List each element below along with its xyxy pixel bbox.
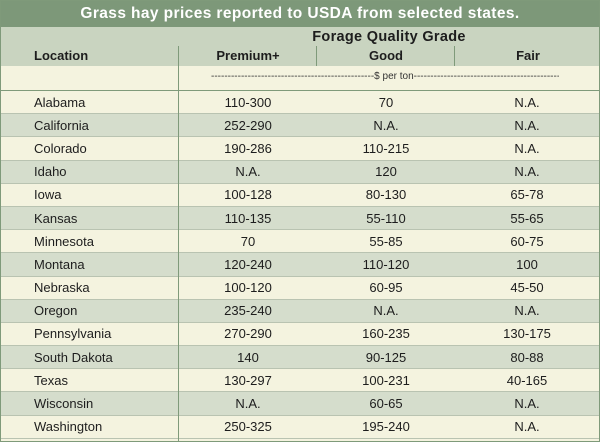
cell-fair: 100 <box>516 256 538 272</box>
cell-premium: N.A. <box>235 164 261 180</box>
cell-location: Idaho <box>34 164 67 180</box>
table-row: Idaho N.A. 120 N.A. <box>1 160 599 184</box>
table-row: Nebraska 100-120 60-95 45-50 <box>1 276 599 300</box>
table-row: Kansas 110-135 55-110 55-65 <box>1 206 599 231</box>
cell-location: Montana <box>34 256 85 272</box>
cell-good: 60-95 <box>369 280 403 296</box>
units-row: ----------------------------------------… <box>1 66 599 91</box>
column-divider <box>454 46 455 66</box>
cell-good: 110-215 <box>362 140 410 156</box>
cell-fair: N.A. <box>514 140 540 156</box>
cell-good: 120 <box>375 164 397 180</box>
cell-premium: 110-135 <box>224 210 272 226</box>
cell-location: California <box>34 117 89 133</box>
table-row: Texas 130-297 100-231 40-165 <box>1 369 599 393</box>
cell-fair: N.A. <box>514 94 540 110</box>
cell-fair: 40-165 <box>506 372 548 388</box>
cell-good: 90-125 <box>365 349 407 365</box>
cell-premium: 235-240 <box>224 303 272 319</box>
table-body: Alabama 110-300 70 N.A. California 252-290 N.A… <box>1 91 599 439</box>
cell-good: 110-120 <box>362 256 410 272</box>
cell-good: 80-130 <box>365 187 407 203</box>
cell-fair: 55-65 <box>510 210 544 226</box>
cell-premium: 190-286 <box>224 140 272 156</box>
cell-fair: 130-175 <box>503 326 551 342</box>
cell-location: Texas <box>34 372 68 388</box>
column-header-location: Location <box>34 48 89 63</box>
cell-fair: N.A. <box>514 164 540 180</box>
units-label: ----------------------------------------… <box>211 71 559 82</box>
column-header-good: Good <box>369 48 403 63</box>
table-header: Forage Quality Grade Location Premium+ G… <box>1 27 599 66</box>
cell-premium: 252-290 <box>224 117 272 133</box>
table-row: Oregon 235-240 N.A. N.A. <box>1 299 599 323</box>
cell-location: Washington <box>34 419 103 435</box>
cell-premium: N.A. <box>235 396 261 412</box>
cell-location: Oregon <box>34 303 78 319</box>
table-row: Minnesota 70 55-85 60-75 <box>1 230 599 254</box>
cell-fair: 60-75 <box>510 233 544 249</box>
cell-good: N.A. <box>373 303 399 319</box>
cell-good: 60-65 <box>369 396 403 412</box>
table-row: Colorado 190-286 110-215 N.A. <box>1 137 599 161</box>
cell-fair: N.A. <box>514 303 540 319</box>
cell-premium: 100-128 <box>224 187 272 203</box>
cell-good: 160-235 <box>362 326 410 342</box>
cell-premium: 110-300 <box>224 94 272 110</box>
table-row: Wisconsin N.A. 60-65 N.A. <box>1 392 599 416</box>
cell-fair: N.A. <box>514 419 540 435</box>
cell-location: South Dakota <box>34 349 113 365</box>
table-row: Pennsylvania 270-290 160-235 130-175 <box>1 322 599 347</box>
cell-fair: 45-50 <box>510 280 544 296</box>
cell-fair: N.A. <box>514 117 540 133</box>
cell-premium: 130-297 <box>224 372 272 388</box>
cell-good: 195-240 <box>362 419 410 435</box>
cell-location: Iowa <box>34 187 62 203</box>
column-header-premium: Premium+ <box>216 48 280 63</box>
column-header-fair: Fair <box>516 48 540 63</box>
table-row: Washington 250-325 195-240 N.A. <box>1 415 599 439</box>
cell-premium: 100-120 <box>224 280 272 296</box>
table-row: Montana 120-240 110-120 100 <box>1 253 599 277</box>
cell-premium: 120-240 <box>224 256 272 272</box>
table-title: Grass hay prices reported to USDA from s… <box>1 1 599 27</box>
table-row: South Dakota 140 90-125 80-88 <box>1 346 599 370</box>
cell-premium: 270-290 <box>224 326 272 342</box>
cell-location: Alabama <box>34 94 86 110</box>
cell-good: N.A. <box>373 117 399 133</box>
cell-good: 70 <box>378 94 394 110</box>
cell-good: 55-110 <box>366 210 406 226</box>
cell-location: Wisconsin <box>34 396 94 412</box>
column-divider <box>316 46 317 66</box>
cell-premium: 250-325 <box>224 419 272 435</box>
cell-location: Nebraska <box>34 280 90 296</box>
cell-good: 55-85 <box>369 233 403 249</box>
cell-fair: N.A. <box>514 396 540 412</box>
grade-group-label: Forage Quality Grade <box>312 29 466 45</box>
cell-fair: 80-88 <box>510 349 544 365</box>
cell-fair: 65-78 <box>510 187 544 203</box>
cell-location: Colorado <box>34 140 87 156</box>
column-divider <box>178 46 179 441</box>
table-row: Iowa 100-128 80-130 65-78 <box>1 183 599 207</box>
cell-premium: 140 <box>237 349 259 365</box>
cell-good: 100-231 <box>362 372 410 388</box>
cell-location: Kansas <box>34 210 78 226</box>
cell-location: Pennsylvania <box>34 326 112 342</box>
cell-location: Minnesota <box>34 233 94 249</box>
table-row: Alabama 110-300 70 N.A. <box>1 91 599 115</box>
table-row: California 252-290 N.A. N.A. <box>1 114 599 138</box>
cell-premium: 70 <box>240 233 256 249</box>
